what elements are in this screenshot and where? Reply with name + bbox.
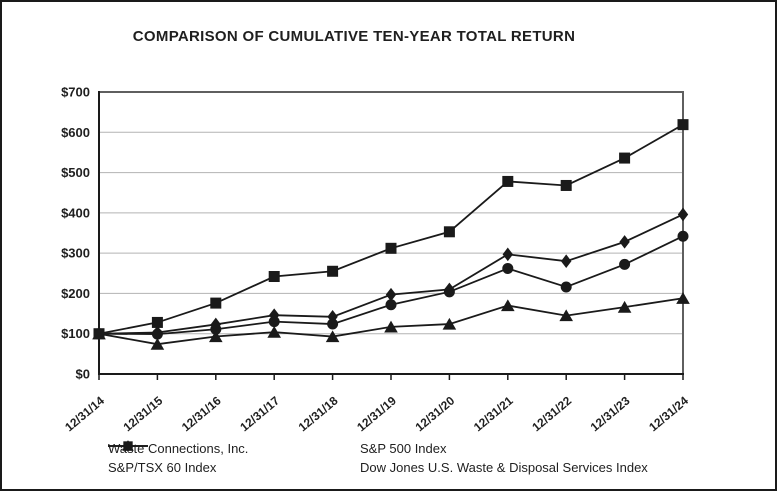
x-axis-tick-label-group: 12/31/20 [413,393,458,434]
diamond-marker-icon [269,308,280,322]
x-axis-tick-label: 12/31/18 [296,393,341,434]
y-axis-tick-label: $100 [61,326,90,341]
circle-marker-icon [560,281,572,293]
diamond-marker-icon [93,326,105,341]
legend-diamond-swatch-icon [108,440,148,452]
series-line [98,213,684,335]
y-axis-tick-label: $700 [61,85,90,100]
triangle-marker-icon [559,309,573,322]
x-axis-tick-label-group: 12/31/24 [646,393,691,434]
square-marker-icon [385,242,397,254]
diamond-marker-icon [327,309,338,324]
y-axis-tick-label: $0 [76,367,90,382]
square-marker-icon [151,316,163,328]
circle-marker-icon [385,299,397,311]
legend-item-dow-jones-u-s-waste-disposal-services-index: Dow Jones U.S. Waste & Disposal Services… [108,440,648,476]
y-axis-tick-label: $200 [61,286,90,301]
square-marker-icon [443,226,455,238]
series-waste-connections-inc [93,119,689,340]
x-axis-tick-label: 12/31/19 [354,393,399,434]
x-axis-tick-label-group: 12/31/15 [121,393,166,434]
x-axis-tick-label: 12/31/16 [179,393,224,434]
y-axis-tick-label: $600 [61,125,90,140]
triangle-marker-icon [384,320,398,333]
diamond-marker-icon [677,207,689,222]
triangle-marker-icon [150,337,165,350]
triangle-marker-icon [501,299,515,312]
diamond-marker-icon [152,325,163,340]
square-marker-icon [502,175,514,187]
triangle-marker-icon [442,317,457,330]
triangle-marker-icon [267,325,281,338]
x-axis-tick-label: 12/31/17 [237,393,282,434]
legend-label: S&P/TSX 60 Index [108,459,217,475]
x-axis-tick-label-group: 12/31/19 [354,393,399,434]
x-axis-tick-label: 12/31/24 [646,393,691,434]
diamond-marker-icon [385,287,397,302]
x-axis-tick-label-group: 12/31/17 [237,393,282,434]
triangle-marker-icon [325,330,340,343]
x-axis-tick-label-group: 12/31/18 [296,393,341,434]
x-axis-tick-label: 12/31/22 [529,393,574,434]
triangle-marker-icon [617,300,632,313]
circle-marker-icon [502,262,514,274]
chart-legend: Waste Connections, Inc. S&P 500 Index S&P/… [108,439,648,476]
circle-marker-icon [677,230,689,242]
series-s-p-tsx-60-index [92,292,690,350]
series-dow-jones-u-s-waste-disposal-services-index [93,207,689,341]
y-axis-tick-label: $300 [61,246,90,261]
square-marker-icon [619,152,631,164]
diamond-marker-icon [561,254,572,268]
legend-item-s-p-tsx-60-index: S&P/TSX 60 Index [108,440,360,476]
y-axis-tick-label: $500 [61,165,90,180]
x-axis-tick-label: 12/31/23 [588,393,633,434]
diamond-marker-icon [123,440,133,452]
x-axis-tick-label: 12/31/14 [62,393,107,434]
square-marker-icon [327,265,339,277]
diamond-marker-icon [210,317,221,332]
legend-item-s-p-500-index: S&P 500 Index [108,439,648,457]
diamond-marker-icon [444,282,455,297]
x-axis-tick-label-group: 12/31/23 [588,393,633,434]
diamond-marker-icon [619,235,630,249]
triangle-marker-icon [676,292,690,304]
x-axis-tick-label: 12/31/15 [121,393,166,434]
chart-title: COMPARISON OF CUMULATIVE TEN-YEAR TOTAL … [132,28,576,45]
diamond-marker-icon [502,247,513,262]
square-marker-icon [268,271,280,283]
legend-label: Waste Connections, Inc. [108,440,249,456]
x-axis-tick-label-group: 12/31/14 [62,393,107,434]
triangle-marker-icon [209,330,223,343]
x-axis-tick-label-group: 12/31/21 [471,393,516,434]
x-axis-tick-label: 12/31/21 [471,393,516,434]
legend-label: S&P 500 Index [360,440,447,456]
square-marker-icon [210,297,222,309]
circle-marker-icon [327,318,339,330]
circle-marker-icon [619,258,631,270]
x-axis-tick-label-group: 12/31/16 [179,393,224,434]
y-axis-tick-label: $400 [61,205,90,220]
ten-year-return-chart: $0 $100 $200 $300 $400 $500 $600 $700 12/31/14 12… [61,85,691,435]
x-axis-tick-label: 12/31/20 [413,393,458,434]
legend-label: Dow Jones U.S. Waste & Disposal Services… [360,459,648,475]
x-axis-tick-label-group: 12/31/22 [529,393,574,434]
square-marker-icon [560,179,572,191]
square-marker-icon [677,119,689,131]
